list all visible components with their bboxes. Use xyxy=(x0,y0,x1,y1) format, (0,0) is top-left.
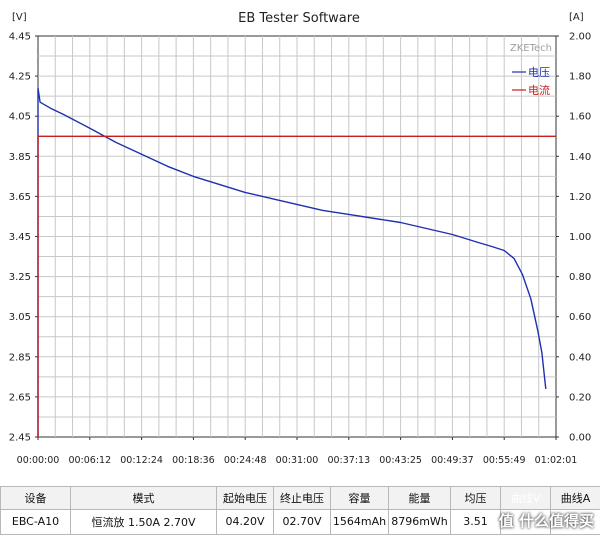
y-right-tick-label: 1.60 xyxy=(569,112,591,123)
chart-title: EB Tester Software xyxy=(238,11,360,26)
y-right-tick-label: 1.40 xyxy=(569,152,591,163)
x-tick-label: 00:55:49 xyxy=(483,455,526,466)
y-left-tick-label: 3.05 xyxy=(9,312,31,323)
x-tick-label: 00:43:25 xyxy=(379,455,422,466)
cell-curve-a xyxy=(550,508,600,535)
cell-curve-v xyxy=(500,508,551,535)
axes: 4.45 4.25 4.05 3.85 3.65 3.45 3.25 3.05 2.85 2.65… xyxy=(9,32,592,467)
y-left-tick-label: 3.25 xyxy=(9,272,31,283)
y-right-tick-label: 0.40 xyxy=(569,352,591,363)
y-right-tick-label: 1.20 xyxy=(569,192,591,203)
x-tick-label: 00:18:36 xyxy=(172,455,215,466)
y-left-tick-label: 3.65 xyxy=(9,192,31,203)
x-tick-label: 00:49:37 xyxy=(431,455,474,466)
cell-avg-voltage: 3.51 xyxy=(450,508,501,535)
y-left-tick-label: 2.45 xyxy=(9,433,31,444)
cell-energy: 8796mWh xyxy=(388,508,451,535)
header-start-voltage: 起始电压 xyxy=(216,486,274,510)
grid xyxy=(38,36,556,437)
cell-device: EBC-A10 xyxy=(0,508,71,535)
x-tick-label: 00:37:13 xyxy=(327,455,370,466)
header-device: 设备 xyxy=(0,486,71,510)
cell-capacity: 1564mAh xyxy=(330,508,389,535)
y-right-tick-label: 1.80 xyxy=(569,72,591,83)
x-tick-label: 00:12:24 xyxy=(120,455,163,466)
x-tick-label: 00:06:12 xyxy=(68,455,111,466)
y-left-tick-label: 3.85 xyxy=(9,152,31,163)
y-right-unit: [A] xyxy=(569,12,584,23)
x-tick-label: 00:24:48 xyxy=(224,455,267,466)
brand-label: ZKETech xyxy=(510,43,552,54)
header-capacity: 容量 xyxy=(330,486,389,510)
y-left-tick-label: 3.45 xyxy=(9,232,31,243)
header-mode: 模式 xyxy=(70,486,217,510)
y-right-tick-label: 0.80 xyxy=(569,272,591,283)
y-left-tick-label: 2.65 xyxy=(9,392,31,403)
voltage-series-line xyxy=(37,87,547,437)
x-tick-label: 01:02:01 xyxy=(535,455,578,466)
y-right-tick-label: 0.20 xyxy=(569,392,591,403)
curve-a-toggle[interactable]: 曲线A xyxy=(550,486,600,510)
status-table: 设备 模式 起始电压 终止电压 容量 能量 均压 曲线V 曲线A EBC-A10… xyxy=(0,486,600,535)
status-header-row: 设备 模式 起始电压 终止电压 容量 能量 均压 曲线V 曲线A xyxy=(0,486,600,510)
y-left-tick-label: 4.25 xyxy=(9,72,31,83)
header-energy: 能量 xyxy=(388,486,451,510)
cell-end-voltage: 02.70V xyxy=(273,508,331,535)
status-data-row: EBC-A10 恒流放 1.50A 2.70V 04.20V 02.70V 15… xyxy=(0,508,600,535)
header-end-voltage: 终止电压 xyxy=(273,486,331,510)
cell-start-voltage: 04.20V xyxy=(216,508,274,535)
x-tick-label: 00:31:00 xyxy=(276,455,319,466)
y-right-tick-label: 0.60 xyxy=(569,312,591,323)
y-right-tick-label: 2.00 xyxy=(569,32,591,43)
current-series-line xyxy=(37,135,556,437)
y-left-tick-label: 4.45 xyxy=(9,32,31,43)
y-left-tick-label: 4.05 xyxy=(9,112,31,123)
curve-v-toggle[interactable]: 曲线V xyxy=(500,486,551,510)
y-left-tick-label: 2.85 xyxy=(9,352,31,363)
watermark: 值 什么值得买 xyxy=(498,512,594,530)
y-right-tick-label: 1.00 xyxy=(569,232,591,243)
y-left-unit: [V] xyxy=(12,12,27,23)
x-tick-label: 00:00:00 xyxy=(17,455,60,466)
legend-voltage-label: 电压 xyxy=(528,66,550,79)
cell-mode: 恒流放 1.50A 2.70V xyxy=(70,508,217,535)
header-avg-voltage: 均压 xyxy=(450,486,501,510)
legend-current-label: 电流 xyxy=(528,83,550,97)
voltage-current-chart: 4.45 4.25 4.05 3.85 3.65 3.45 3.25 3.05 2.85 2.65… xyxy=(9,11,592,467)
y-right-tick-label: 0.00 xyxy=(569,433,591,444)
series-layer xyxy=(37,87,556,437)
